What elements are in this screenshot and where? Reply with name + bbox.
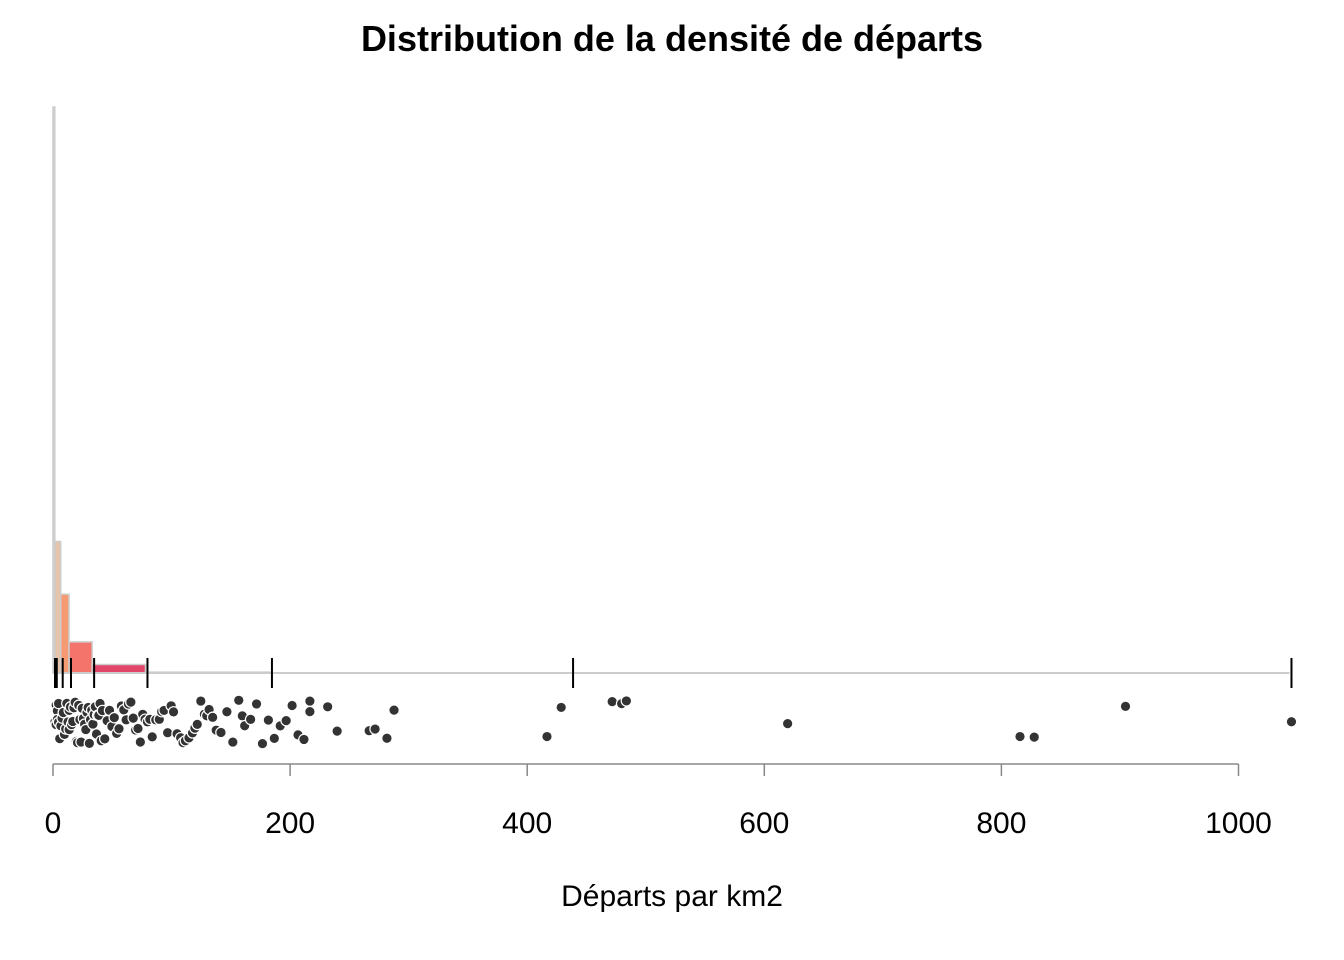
strip-point — [555, 701, 568, 714]
strip-point — [286, 699, 298, 712]
strip-points — [49, 694, 1298, 750]
strip-point — [167, 706, 180, 718]
strip-point — [388, 704, 400, 716]
strip-point — [1285, 715, 1298, 728]
strip-point — [781, 717, 794, 730]
strip-point — [262, 714, 275, 726]
x-tick-label: 200 — [265, 807, 315, 840]
strip-point — [620, 695, 633, 707]
strip-point — [381, 732, 393, 745]
strip-point — [256, 737, 269, 750]
strip-point — [161, 726, 174, 739]
strip-point — [268, 732, 281, 745]
strip-point — [146, 731, 159, 743]
strip-point — [134, 736, 147, 748]
strip-point — [250, 698, 263, 710]
class-break-ticks — [54, 658, 1293, 688]
strip-point — [232, 694, 245, 707]
x-axis-label: Départs par km2 — [561, 880, 783, 913]
strip-point — [195, 695, 207, 707]
strip-point — [606, 695, 618, 708]
strip-point — [125, 696, 137, 708]
strip-point — [1014, 730, 1026, 743]
strip-point — [113, 722, 125, 735]
strip-point — [132, 722, 144, 735]
x-tick-label: 0 — [45, 807, 62, 840]
x-tick-label: 800 — [976, 807, 1026, 840]
strip-point — [1028, 731, 1041, 743]
strip-point — [83, 737, 96, 750]
strip-point — [280, 714, 292, 727]
histogram-bar — [68, 641, 93, 674]
strip-point — [227, 736, 239, 748]
strip-point — [1119, 700, 1132, 713]
strip-point — [127, 712, 140, 724]
strip-point — [191, 718, 204, 731]
strip-point — [108, 711, 121, 724]
strip-point — [541, 730, 553, 743]
histogram-bar — [54, 540, 62, 674]
x-tick-label: 1000 — [1205, 807, 1272, 840]
strip-point — [221, 705, 233, 718]
chart-title: Distribution de la densité de départs — [360, 18, 984, 59]
histogram-bar — [91, 663, 147, 674]
strip-point — [321, 700, 334, 713]
x-axis: 0 200 400 600 800 1000 — [45, 763, 1272, 840]
x-tick-label: 600 — [739, 807, 789, 840]
strip-point — [304, 705, 316, 718]
strip-point — [98, 733, 111, 745]
strip-point — [244, 713, 257, 726]
strip-point — [304, 695, 316, 707]
strip-point — [331, 725, 343, 737]
strip-point — [215, 726, 227, 739]
x-tick-label: 400 — [502, 807, 552, 840]
strip-point — [369, 723, 381, 735]
strip-point — [298, 733, 310, 746]
histogram-bars — [52, 106, 271, 674]
strip-point — [206, 711, 219, 724]
